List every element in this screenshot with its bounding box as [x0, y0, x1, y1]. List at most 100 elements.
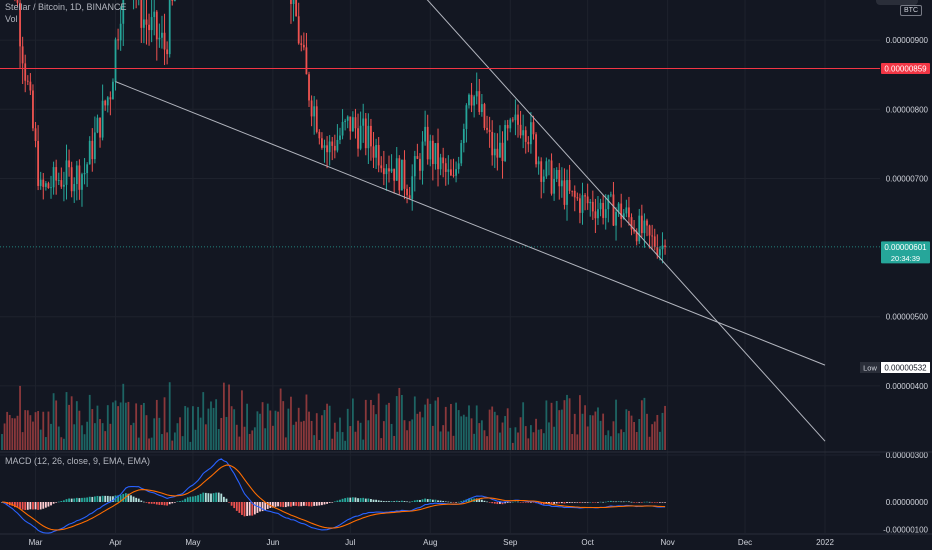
candle-body [52, 167, 55, 188]
candle-body [455, 169, 457, 176]
macd-y-tick: -0.00000100 [883, 526, 928, 535]
volume-bar [424, 404, 427, 450]
volume-bar [60, 437, 63, 450]
candle-body [161, 32, 163, 38]
volume-bar [651, 424, 654, 450]
volume-bar [604, 435, 607, 450]
macd-histogram-bar [130, 495, 132, 502]
macd-histogram-bar [530, 502, 532, 503]
volume-bar [166, 432, 169, 450]
macd-y-tick: 0.00000000 [886, 498, 929, 507]
candle-body [651, 235, 654, 237]
volume-bar [39, 429, 42, 450]
candle-body [429, 140, 432, 160]
candle-body [530, 122, 532, 145]
candle-body [468, 94, 470, 106]
macd-histogram-bar [349, 497, 352, 502]
macd-histogram-bar [19, 502, 21, 509]
volume-bar [315, 413, 318, 450]
volume-bar [630, 415, 633, 450]
volume-bar [514, 427, 517, 450]
volume-bar [540, 429, 543, 450]
macd-histogram-bar [83, 497, 86, 502]
candle-body [68, 160, 70, 168]
top-price-partial [876, 0, 918, 5]
volume-bar [75, 401, 78, 450]
volume-bar [194, 429, 197, 450]
candle-body [372, 146, 375, 158]
candle-body [452, 175, 455, 177]
x-tick-label: Jul [345, 538, 355, 547]
candle-body [99, 117, 101, 138]
candle-body [401, 159, 403, 191]
volume-bar [290, 396, 292, 450]
macd-histogram-bar [344, 498, 347, 502]
volume-bar [305, 394, 308, 450]
macd-histogram-bar [486, 501, 488, 503]
y-tick-label: 0.00000400 [886, 382, 929, 391]
candle-body [364, 118, 367, 149]
candle-body [173, 0, 176, 1]
candle-body [349, 116, 352, 132]
volume-bar [145, 415, 148, 450]
volume-bar [643, 397, 646, 450]
macd-histogram-bar [132, 496, 135, 502]
macd-histogram-bar [447, 501, 450, 503]
volume-bar [367, 420, 370, 450]
macd-histogram-bar [220, 493, 223, 502]
macd-histogram-bar [243, 502, 246, 517]
macd-histogram-bar [109, 496, 112, 502]
macd-pane: 0.00000000 -0.00000100 [1, 458, 929, 535]
volume-bar [553, 426, 556, 450]
macd-histogram-bar [50, 502, 52, 506]
macd-histogram-bar [478, 499, 481, 502]
macd-histogram-bar [295, 502, 298, 506]
macd-histogram-bar [419, 499, 421, 502]
volume-bar [357, 420, 359, 450]
macd-histogram-bar [176, 501, 179, 502]
macd-histogram-bar [75, 497, 78, 502]
candle-body [604, 209, 607, 218]
volume-bar [259, 413, 261, 450]
macd-histogram-bar [207, 493, 210, 502]
volume-bar [638, 419, 641, 450]
volume-bar [452, 435, 455, 450]
candle-body [29, 81, 32, 91]
volume-bar [295, 421, 298, 450]
currency-badge[interactable]: BTC [900, 5, 922, 16]
macd-histogram-bar [173, 502, 176, 503]
candle-body [155, 11, 158, 40]
macd-histogram-bar [540, 502, 543, 505]
candle-body [633, 229, 635, 232]
macd-histogram-bar [34, 502, 37, 510]
volume-bar [586, 426, 589, 450]
candle-body [589, 201, 592, 204]
macd-histogram-bar [328, 502, 331, 503]
candle-body [140, 0, 143, 28]
volume-bar [63, 438, 65, 450]
macd-histogram-bar [122, 493, 125, 502]
volume-bar [560, 409, 563, 450]
macd-histogram-bar [253, 502, 256, 515]
volume-bar [465, 416, 468, 450]
volume-bar [589, 415, 592, 450]
volume-bar [124, 402, 127, 450]
last-price-tag-text: 0.00000601 [884, 243, 927, 252]
macd-histogram-bar [161, 502, 163, 505]
volume-bar [117, 406, 119, 450]
volume-bar [460, 416, 463, 450]
macd-histogram-bar [222, 496, 225, 502]
candle-body [434, 143, 437, 165]
candle-body [483, 104, 486, 128]
y-tick-label: 0.00000700 [886, 174, 929, 183]
macd-histogram-bar [584, 502, 586, 503]
macd-histogram-bar [308, 502, 310, 507]
macd-histogram-bar [351, 497, 354, 502]
macd-histogram-bar [179, 501, 181, 502]
macd-histogram-bar [390, 501, 393, 502]
candle-body [579, 198, 581, 213]
macd-histogram-bar [506, 502, 509, 503]
volume-bar [153, 418, 156, 450]
